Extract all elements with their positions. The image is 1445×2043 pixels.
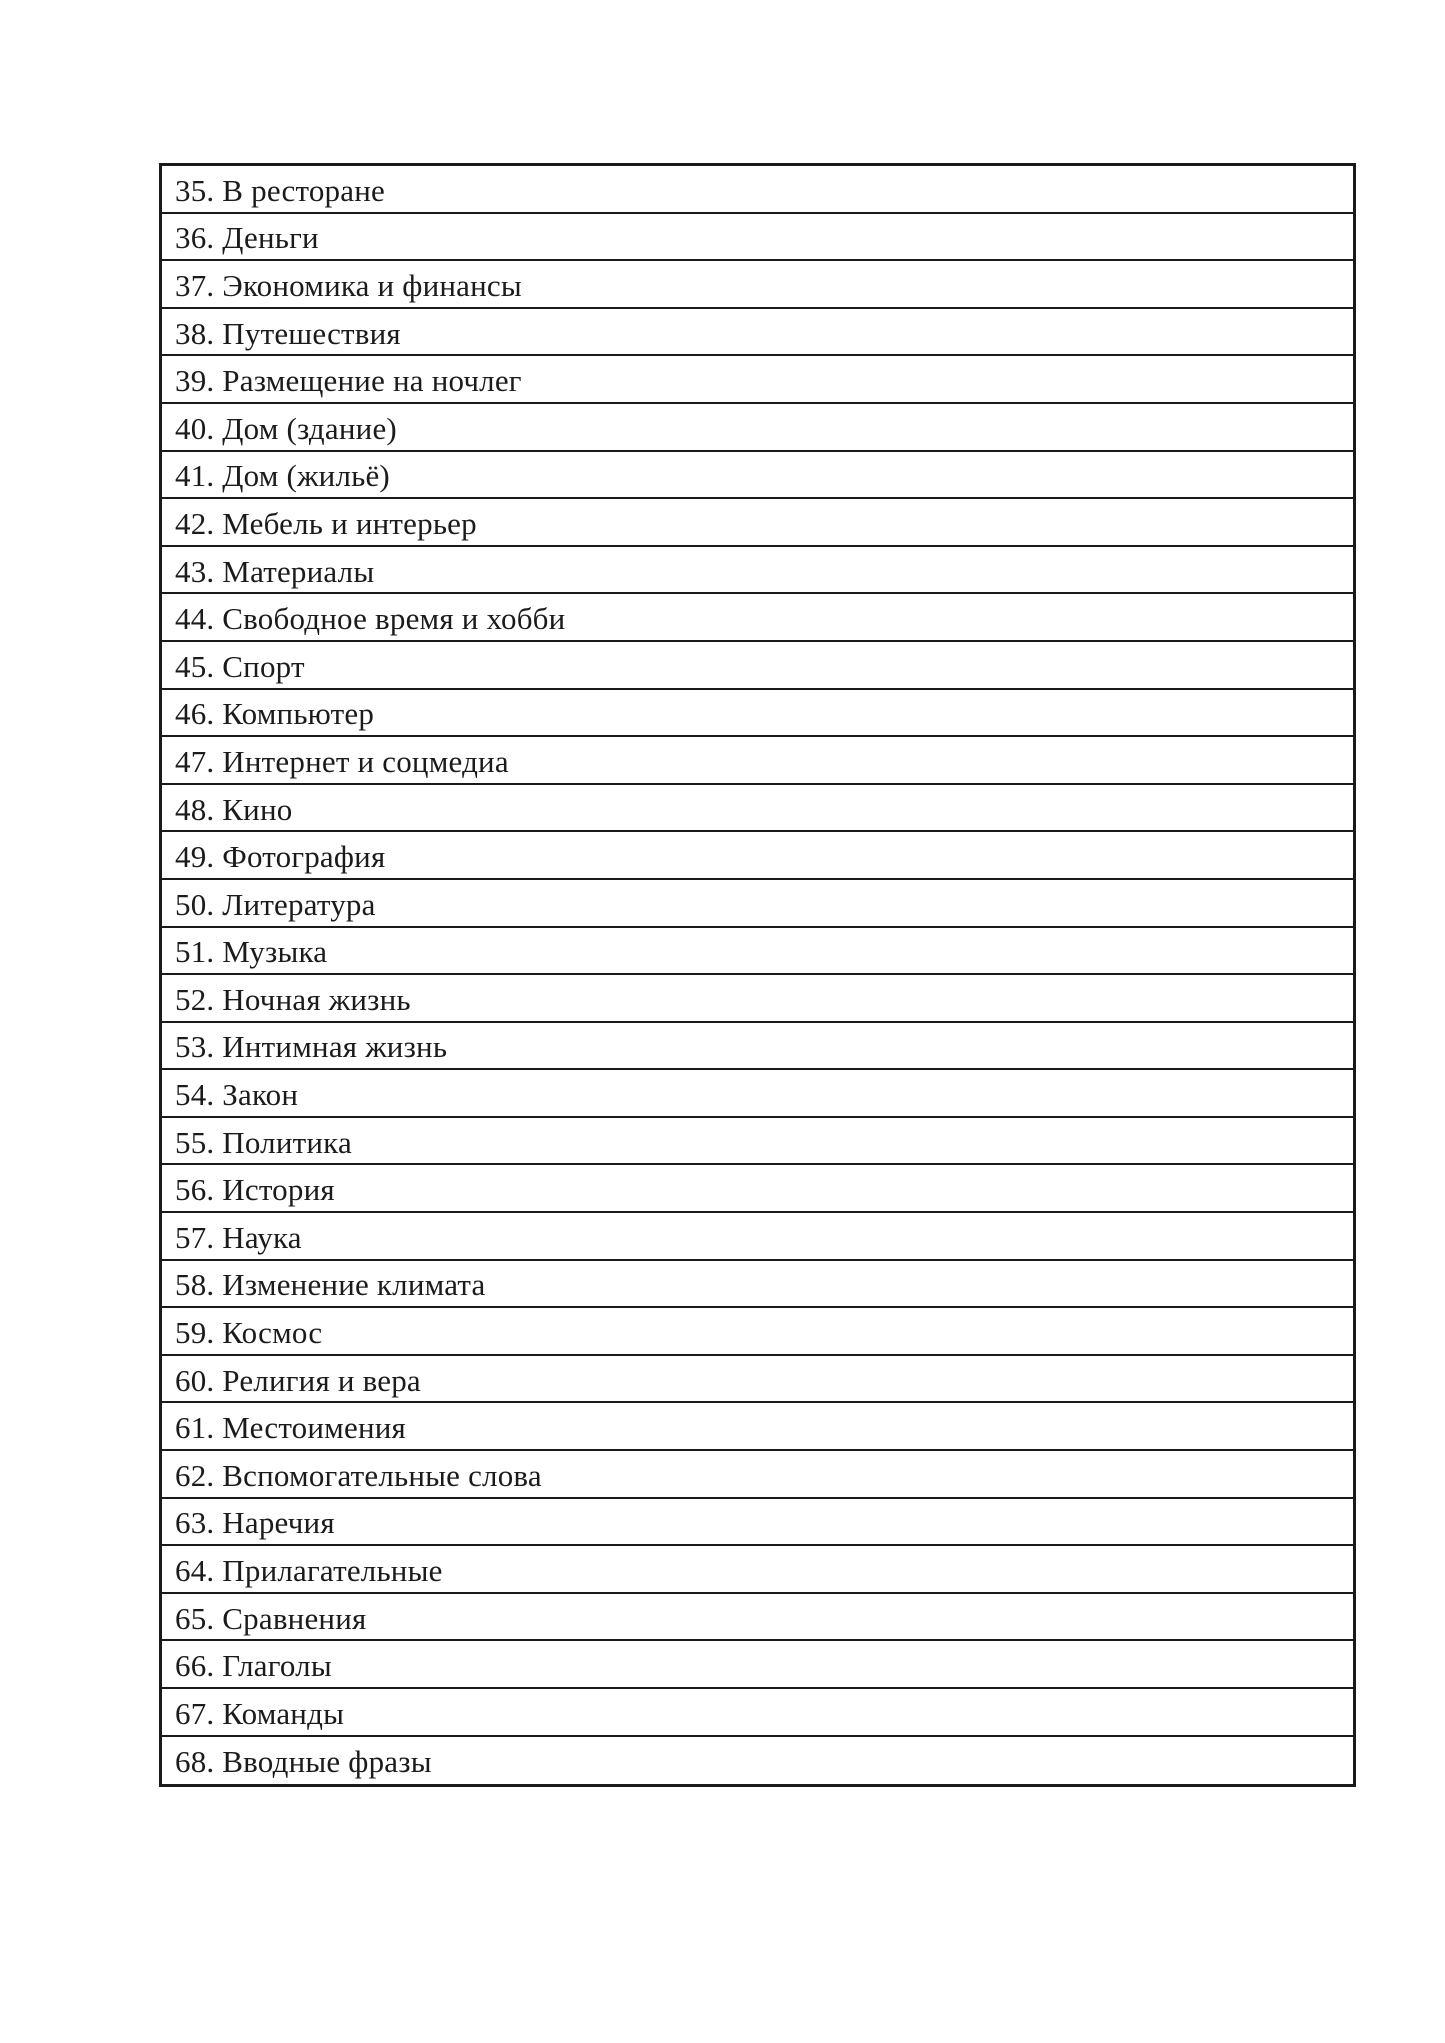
- toc-entry-label: 63. Наречия: [175, 1505, 335, 1541]
- toc-row: 44. Свободное время и хобби: [162, 594, 1353, 642]
- toc-row: 46. Компьютер: [162, 690, 1353, 738]
- toc-row: 49. Фотография: [162, 832, 1353, 880]
- toc-row: 67. Команды: [162, 1689, 1353, 1737]
- toc-row: 61. Местоимения: [162, 1403, 1353, 1452]
- toc-row: 58. Изменение климата: [162, 1261, 1353, 1309]
- toc-row: 55. Политика: [162, 1118, 1353, 1166]
- toc-entry-label: 58. Изменение климата: [175, 1267, 486, 1303]
- toc-row: 42. Мебель и интерьер: [162, 499, 1353, 547]
- toc-row: 45. Спорт: [162, 642, 1353, 690]
- toc-entry-label: 68. Вводные фразы: [175, 1744, 432, 1780]
- toc-entry-label: 50. Литература: [175, 886, 376, 922]
- toc-row: 54. Закон: [162, 1070, 1353, 1118]
- toc-entry-label: 37. Экономика и финансы: [175, 267, 522, 303]
- toc-entry-label: 65. Сравнения: [175, 1600, 367, 1636]
- toc-entry-label: 44. Свободное время и хобби: [175, 601, 566, 637]
- toc-entry-label: 54. Закон: [175, 1077, 299, 1113]
- toc-entry-label: 55. Политика: [175, 1124, 352, 1160]
- toc-entry-label: 52. Ночная жизнь: [175, 981, 411, 1017]
- toc-entry-label: 57. Наука: [175, 1219, 302, 1255]
- toc-row: 68. Вводные фразы: [162, 1737, 1353, 1785]
- toc-row: 35. В ресторане: [162, 166, 1353, 214]
- toc-row: 38. Путешествия: [162, 309, 1353, 357]
- toc-entry-label: 64. Прилагательные: [175, 1553, 443, 1589]
- toc-entry-label: 40. Дом (здание): [175, 410, 397, 446]
- toc-entry-label: 66. Глаголы: [175, 1648, 332, 1684]
- toc-entry-label: 36. Деньги: [175, 220, 319, 256]
- toc-entry-label: 59. Космос: [175, 1315, 323, 1351]
- toc-row: 62. Вспомогательные слова: [162, 1451, 1353, 1499]
- toc-row: 53. Интимная жизнь: [162, 1023, 1353, 1071]
- toc-row: 64. Прилагательные: [162, 1546, 1353, 1594]
- toc-entry-label: 53. Интимная жизнь: [175, 1029, 448, 1065]
- toc-table: 35. В ресторане 36. Деньги 37. Экономика и…: [159, 163, 1356, 1788]
- toc-row: 59. Космос: [162, 1308, 1353, 1356]
- toc-row: 36. Деньги: [162, 214, 1353, 262]
- toc-row: 52. Ночная жизнь: [162, 975, 1353, 1023]
- toc-entry-label: 60. Религия и вера: [175, 1362, 421, 1398]
- toc-row: 60. Религия и вера: [162, 1356, 1353, 1404]
- toc-entry-label: 47. Интернет и соцмедиа: [175, 743, 509, 779]
- toc-entry-label: 51. Музыка: [175, 934, 328, 970]
- toc-row: 51. Музыка: [162, 928, 1353, 976]
- toc-entry-label: 43. Материалы: [175, 553, 375, 589]
- toc-entry-label: 38. Путешествия: [175, 315, 401, 351]
- toc-row: 43. Материалы: [162, 547, 1353, 595]
- toc-row: 56. История: [162, 1165, 1353, 1214]
- toc-row: 50. Литература: [162, 880, 1353, 928]
- toc-row: 66. Глаголы: [162, 1641, 1353, 1689]
- toc-row: 47. Интернет и соцмедиа: [162, 737, 1353, 785]
- toc-row: 40. Дом (здание): [162, 404, 1353, 452]
- toc-entry-label: 56. История: [175, 1172, 335, 1208]
- toc-row: 57. Наука: [162, 1213, 1353, 1261]
- toc-entry-label: 45. Спорт: [175, 648, 305, 684]
- toc-entry-label: 35. В ресторане: [175, 172, 385, 208]
- toc-entry-label: 62. Вспомогательные слова: [175, 1457, 542, 1493]
- toc-row: 65. Сравнения: [162, 1594, 1353, 1642]
- toc-entry-label: 41. Дом (жильё): [175, 458, 390, 494]
- toc-entry-label: 48. Кино: [175, 791, 293, 827]
- toc-row: 41. Дом (жильё): [162, 452, 1353, 500]
- toc-entry-label: 49. Фотография: [175, 839, 386, 875]
- toc-row: 48. Кино: [162, 785, 1353, 833]
- toc-row: 63. Наречия: [162, 1499, 1353, 1547]
- toc-entry-label: 61. Местоимения: [175, 1410, 406, 1446]
- toc-row: 39. Размещение на ночлег: [162, 356, 1353, 404]
- toc-row: 37. Экономика и финансы: [162, 261, 1353, 309]
- toc-entry-label: 42. Мебель и интерьер: [175, 505, 477, 541]
- toc-entry-label: 67. Команды: [175, 1695, 345, 1731]
- toc-entry-label: 46. Компьютер: [175, 696, 375, 732]
- toc-entry-label: 39. Размещение на ночлег: [175, 363, 522, 399]
